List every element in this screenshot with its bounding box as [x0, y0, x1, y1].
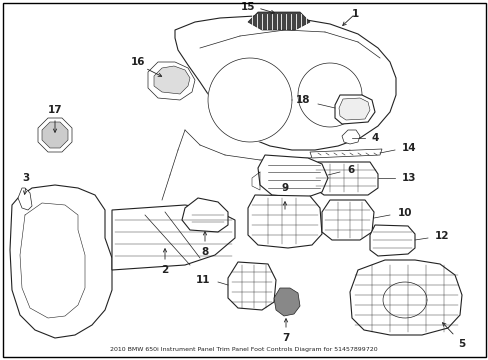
Polygon shape: [338, 98, 369, 120]
Polygon shape: [148, 62, 195, 100]
Text: 18: 18: [295, 95, 309, 105]
Text: 10: 10: [397, 208, 412, 218]
Text: 1: 1: [351, 9, 358, 19]
Text: 12: 12: [434, 231, 448, 241]
Text: 14: 14: [401, 143, 416, 153]
Text: 15: 15: [240, 2, 255, 12]
Text: 13: 13: [401, 173, 416, 183]
Text: 8: 8: [201, 247, 208, 257]
Polygon shape: [273, 288, 299, 316]
Polygon shape: [18, 188, 32, 210]
Polygon shape: [182, 198, 227, 232]
Text: 6: 6: [346, 165, 353, 175]
Text: 17: 17: [48, 105, 62, 115]
Polygon shape: [258, 155, 327, 198]
Text: 4: 4: [371, 133, 379, 143]
Polygon shape: [42, 122, 68, 148]
Polygon shape: [341, 130, 359, 144]
Text: 2: 2: [161, 265, 168, 275]
Polygon shape: [311, 162, 377, 195]
Polygon shape: [112, 205, 235, 270]
Polygon shape: [297, 63, 361, 127]
Text: 7: 7: [282, 333, 289, 343]
Polygon shape: [207, 58, 291, 142]
Polygon shape: [175, 16, 395, 150]
Text: 3: 3: [22, 173, 30, 183]
Polygon shape: [10, 185, 112, 338]
Text: 11: 11: [195, 275, 209, 285]
Text: 9: 9: [281, 183, 288, 193]
Polygon shape: [154, 66, 190, 94]
Polygon shape: [349, 260, 461, 335]
Text: 16: 16: [130, 57, 145, 67]
Polygon shape: [227, 262, 275, 310]
Polygon shape: [38, 118, 72, 152]
Polygon shape: [247, 195, 321, 248]
Polygon shape: [321, 200, 373, 240]
Text: 2010 BMW 650i Instrument Panel Trim Panel Foot Controls Diagram for 51457899720: 2010 BMW 650i Instrument Panel Trim Pane…: [110, 347, 377, 352]
Polygon shape: [247, 12, 309, 30]
Text: 5: 5: [457, 339, 465, 349]
Polygon shape: [309, 149, 381, 158]
Polygon shape: [334, 95, 374, 124]
Polygon shape: [369, 225, 414, 256]
